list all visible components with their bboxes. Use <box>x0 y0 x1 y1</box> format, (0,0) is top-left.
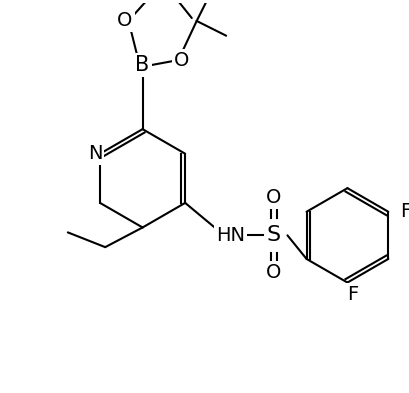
Text: O: O <box>117 11 132 31</box>
Text: F: F <box>346 285 357 304</box>
Text: S: S <box>266 225 280 245</box>
Text: O: O <box>265 263 281 282</box>
Text: F: F <box>400 202 409 221</box>
Text: O: O <box>174 51 189 70</box>
Text: HN: HN <box>216 226 244 245</box>
Text: O: O <box>265 189 281 208</box>
Text: N: N <box>88 144 102 163</box>
Text: B: B <box>135 55 149 75</box>
